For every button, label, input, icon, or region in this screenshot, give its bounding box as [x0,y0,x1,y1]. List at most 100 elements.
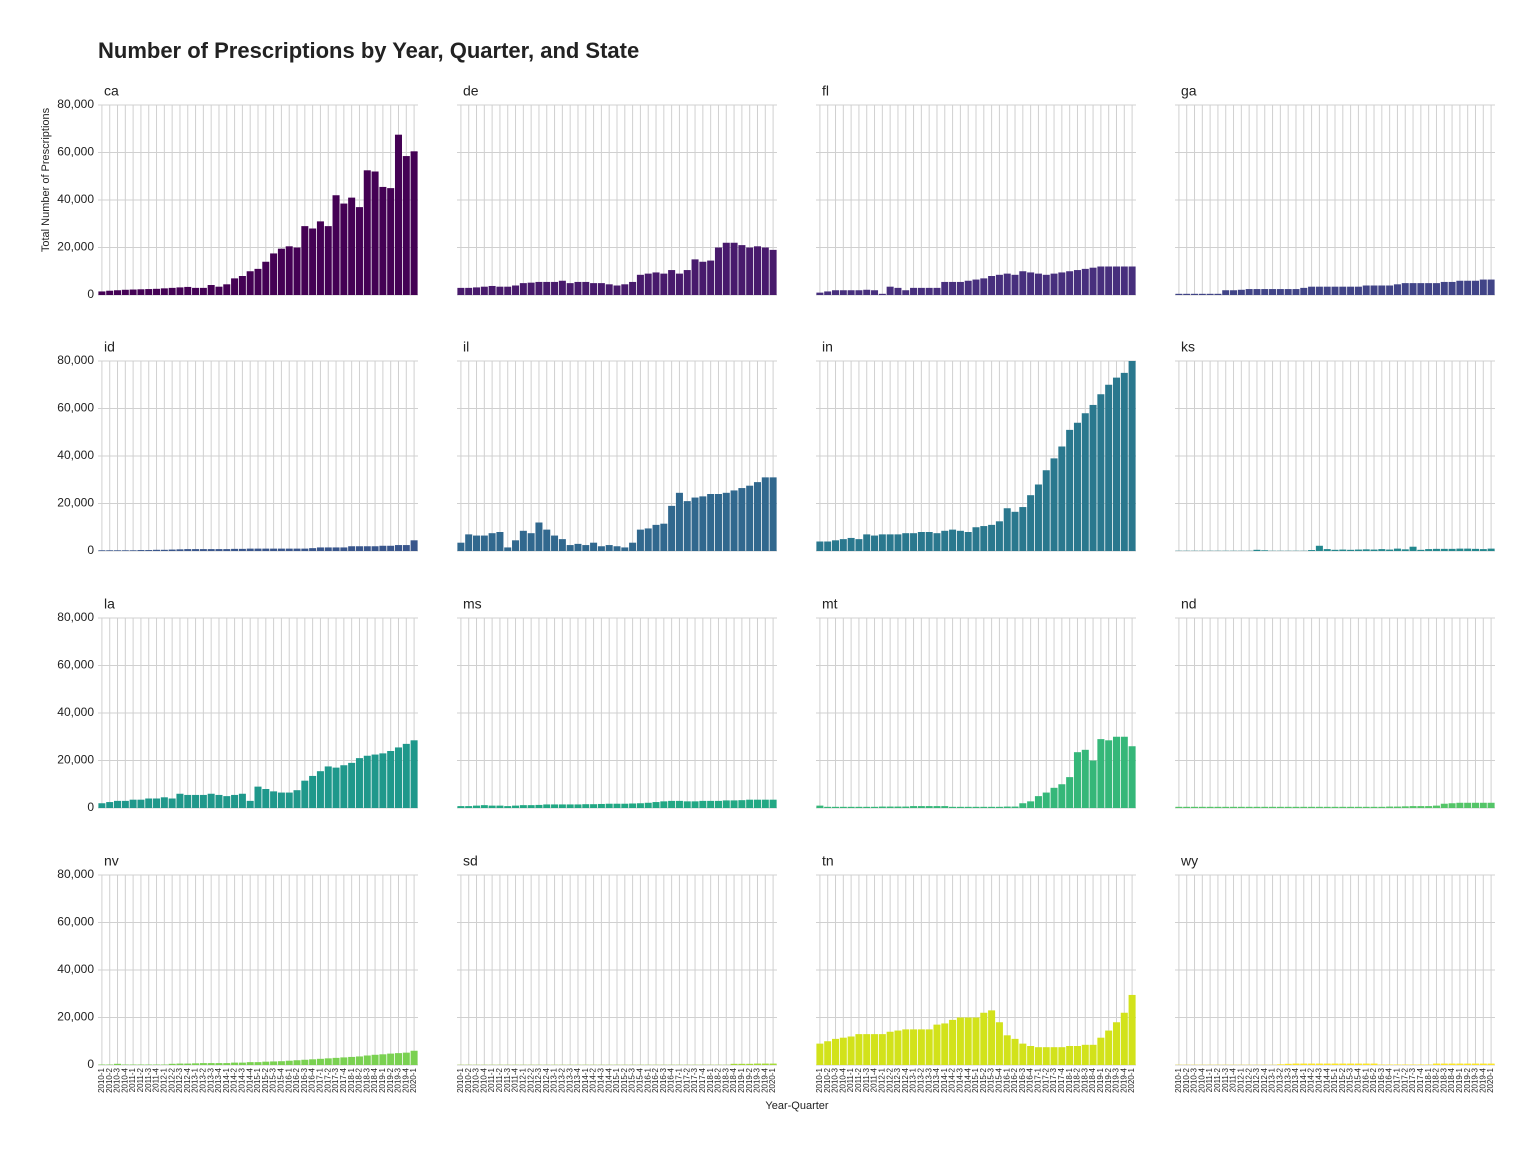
bar [168,798,176,808]
x-tick-label: 2013-3 [565,1067,574,1092]
x-tick-label: 2010-1 [1174,1067,1183,1092]
x-tick-label: 2016-1 [284,1067,293,1092]
x-tick-label: 2010-2 [823,1067,832,1092]
bar [363,1055,371,1065]
x-tick-label: 2017-3 [690,1067,699,1092]
bar [894,1030,902,1065]
bar [137,550,145,551]
bar [301,780,309,808]
bar [153,798,161,808]
bar [691,801,699,808]
bar [238,548,246,551]
bar [1386,806,1394,808]
bar [457,542,465,551]
bar [1432,283,1440,295]
bar [137,289,145,295]
bar [379,186,387,295]
bar [285,1060,293,1065]
x-tick-label: 2018-4 [1088,1067,1097,1092]
bar [332,1057,340,1065]
bar [1191,293,1199,295]
bar [980,278,988,295]
bar [168,287,176,295]
bar [995,274,1003,295]
x-tick-label: 2018-2 [1432,1067,1441,1092]
bar [512,805,520,808]
bar [254,548,262,551]
bar [621,803,629,808]
x-tick-label: 2018-2 [1073,1067,1082,1092]
x-tick-label: 2015-4 [636,1067,645,1092]
bar [348,546,356,551]
bar [457,287,465,295]
bar [917,806,925,808]
bar [215,794,223,808]
bar [839,1037,847,1065]
x-tick-label: 2019-2 [1104,1067,1113,1092]
bar [574,804,582,808]
bar [1378,806,1386,808]
bar [1386,549,1394,551]
bar [129,799,137,808]
bar [176,1063,184,1065]
x-tick-label: 2017-3 [1049,1067,1058,1092]
x-tick-label: 2015-1 [971,1067,980,1092]
x-tick-label: 2018-3 [1439,1067,1448,1092]
bar [1198,293,1206,295]
x-tick-label: 2018-1 [1065,1067,1074,1092]
bar [1058,272,1066,295]
x-tick-label: 2012-3 [1252,1067,1261,1092]
x-tick-label: 2010-3 [1190,1067,1199,1092]
bar [1019,1043,1027,1065]
bar [1409,806,1417,808]
bar [231,278,239,295]
bar [1112,736,1120,808]
bar [1034,484,1042,551]
bar [1487,802,1495,808]
bar [1206,806,1214,808]
bar [847,806,855,808]
bar [519,283,527,295]
bar [597,283,605,295]
bar [1222,806,1230,808]
bar [1354,286,1362,295]
bar [348,762,356,808]
bar [1409,283,1417,295]
x-tick-label: 2010-4 [838,1067,847,1092]
bar [1081,749,1089,808]
bar [1292,806,1300,808]
bar [363,170,371,295]
bar [956,806,964,808]
bar [410,151,418,295]
bar [964,532,972,551]
x-tick-label: 2017-4 [1416,1067,1425,1092]
bar [293,548,301,551]
bar [1479,802,1487,808]
bar [746,247,754,295]
bar [1331,806,1339,808]
x-tick-label: 2015-1 [612,1067,621,1092]
bar [1261,289,1269,295]
bar [668,800,676,808]
x-tick-label: 2016-1 [1002,1067,1011,1092]
x-tick-label: 2012-4 [1260,1067,1269,1092]
bar [1042,274,1050,295]
bar [613,803,621,808]
bar [496,532,504,551]
bar [683,801,691,808]
bar [917,287,925,295]
bar [1331,286,1339,295]
bar [574,281,582,295]
bar [1284,1063,1292,1065]
bar [1370,1063,1378,1065]
bar [348,1056,356,1065]
bar [1128,361,1136,551]
y-tick-label: 20,000 [57,496,94,510]
bar [964,1017,972,1065]
bar [371,754,379,808]
x-tick-label: 2012-2 [167,1067,176,1092]
bar [262,548,270,551]
x-tick-label: 2018-2 [355,1067,364,1092]
bar [1276,1064,1284,1065]
bar [941,530,949,551]
